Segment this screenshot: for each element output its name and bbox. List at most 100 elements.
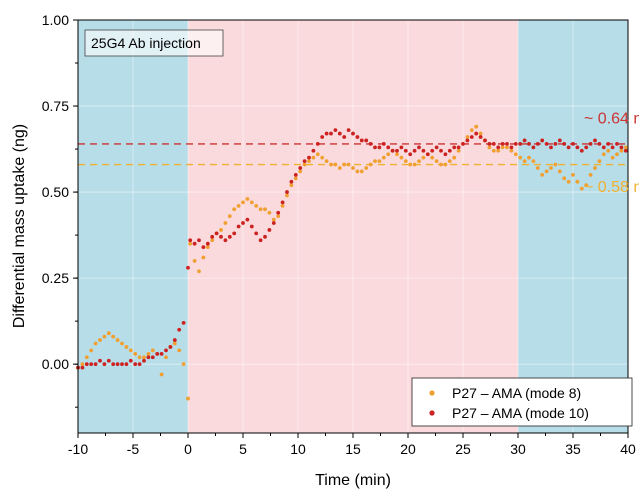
legend-label-mode-8: P27 – AMA (mode 8) [452, 385, 581, 401]
data-point-series-0 [324, 159, 329, 164]
data-point-series-0 [566, 179, 571, 184]
data-point-series-1 [155, 351, 160, 356]
data-point-series-1 [390, 148, 395, 153]
data-point-series-0 [513, 152, 518, 157]
data-point-series-1 [452, 145, 457, 150]
data-point-series-1 [417, 145, 421, 150]
data-point-series-1 [111, 362, 116, 367]
data-point-series-1 [474, 131, 479, 136]
data-point-series-1 [227, 234, 232, 239]
data-point-series-1 [571, 142, 575, 146]
data-point-series-0 [434, 159, 439, 164]
data-point-series-1 [241, 221, 245, 225]
data-point-series-0 [588, 172, 593, 177]
data-point-series-0 [258, 207, 263, 212]
data-point-series-1 [307, 155, 311, 160]
data-point-series-1 [159, 351, 164, 356]
data-point-series-1 [566, 145, 571, 150]
data-point-series-0 [181, 362, 186, 367]
data-point-series-0 [342, 162, 347, 167]
data-point-series-1 [381, 142, 386, 146]
data-point-series-0 [430, 155, 435, 160]
data-point-series-1 [236, 224, 241, 229]
data-point-series-0 [315, 152, 320, 157]
legend: P27 – AMA (mode 8) P27 – AMA (mode 10) [411, 377, 633, 427]
data-point-series-1 [210, 234, 215, 239]
data-point-series-1 [120, 362, 124, 367]
data-point-series-1 [615, 142, 619, 146]
data-point-series-0 [399, 155, 404, 160]
data-point-series-1 [329, 131, 333, 136]
data-point-series-0 [615, 152, 619, 157]
data-point-series-1 [509, 145, 514, 150]
data-point-series-0 [227, 214, 232, 219]
data-point-series-1 [214, 231, 219, 236]
data-point-series-1 [342, 135, 347, 139]
data-point-series-1 [254, 231, 259, 236]
data-point-series-1 [285, 190, 289, 194]
data-point-series-1 [293, 172, 298, 177]
data-point-series-1 [188, 238, 193, 243]
data-point-series-0 [623, 145, 628, 150]
data-point-series-0 [443, 162, 448, 167]
data-point-series-0 [267, 210, 272, 215]
x-tick-label: -5 [127, 441, 140, 457]
data-point-series-0 [329, 162, 333, 167]
data-point-series-0 [474, 124, 479, 129]
data-point-series-0 [241, 200, 245, 205]
data-point-series-0 [205, 245, 210, 250]
x-tick-label: 15 [345, 441, 361, 457]
data-point-series-1 [186, 265, 190, 270]
y-axis-title: Differential mass uptake (ng) [11, 124, 28, 328]
data-point-series-0 [575, 179, 580, 184]
data-point-series-0 [249, 200, 254, 205]
data-point-series-0 [478, 131, 483, 136]
data-point-series-1 [430, 148, 435, 153]
data-point-series-0 [337, 166, 342, 170]
data-point-series-1 [403, 148, 408, 153]
data-point-series-0 [320, 155, 325, 160]
data-point-series-1 [522, 138, 527, 143]
data-point-series-1 [461, 142, 465, 146]
data-point-series-0 [271, 217, 276, 222]
data-point-series-1 [434, 145, 439, 150]
data-point-series-0 [333, 162, 338, 167]
x-tick-label: 10 [290, 441, 306, 457]
data-point-series-0 [298, 169, 303, 174]
data-point-series-1 [610, 145, 615, 150]
data-point-series-0 [245, 197, 250, 201]
data-point-series-0 [232, 207, 237, 212]
data-point-series-0 [421, 155, 426, 160]
data-point-series-0 [351, 166, 355, 170]
legend-marker-mode-10 [429, 410, 435, 416]
data-point-series-1 [197, 238, 201, 243]
data-point-series-0 [146, 351, 151, 356]
data-point-series-0 [505, 145, 509, 150]
data-point-series-1 [232, 231, 237, 236]
data-point-series-1 [553, 142, 558, 146]
data-point-series-0 [408, 162, 413, 167]
data-point-series-1 [399, 145, 404, 150]
data-point-series-1 [483, 138, 487, 143]
data-point-series-1 [364, 138, 369, 143]
data-point-series-1 [84, 362, 89, 367]
data-point-series-0 [210, 238, 215, 243]
data-point-series-1 [579, 148, 584, 153]
data-point-series-1 [98, 358, 102, 363]
data-point-series-1 [137, 362, 142, 367]
data-point-series-0 [491, 148, 496, 153]
data-point-series-1 [597, 142, 602, 146]
data-point-series-1 [205, 241, 210, 246]
x-tick-label: 40 [620, 441, 636, 457]
data-point-series-0 [197, 269, 201, 274]
data-point-series-0 [98, 338, 102, 342]
data-point-series-1 [373, 145, 377, 150]
data-point-series-1 [469, 135, 474, 139]
data-point-series-0 [254, 203, 259, 208]
data-point-series-1 [324, 131, 329, 136]
data-point-series-1 [128, 358, 133, 363]
y-tick-label: 0.75 [42, 98, 69, 114]
data-point-series-1 [491, 142, 496, 146]
data-point-series-1 [351, 131, 355, 136]
data-point-series-0 [601, 152, 606, 157]
